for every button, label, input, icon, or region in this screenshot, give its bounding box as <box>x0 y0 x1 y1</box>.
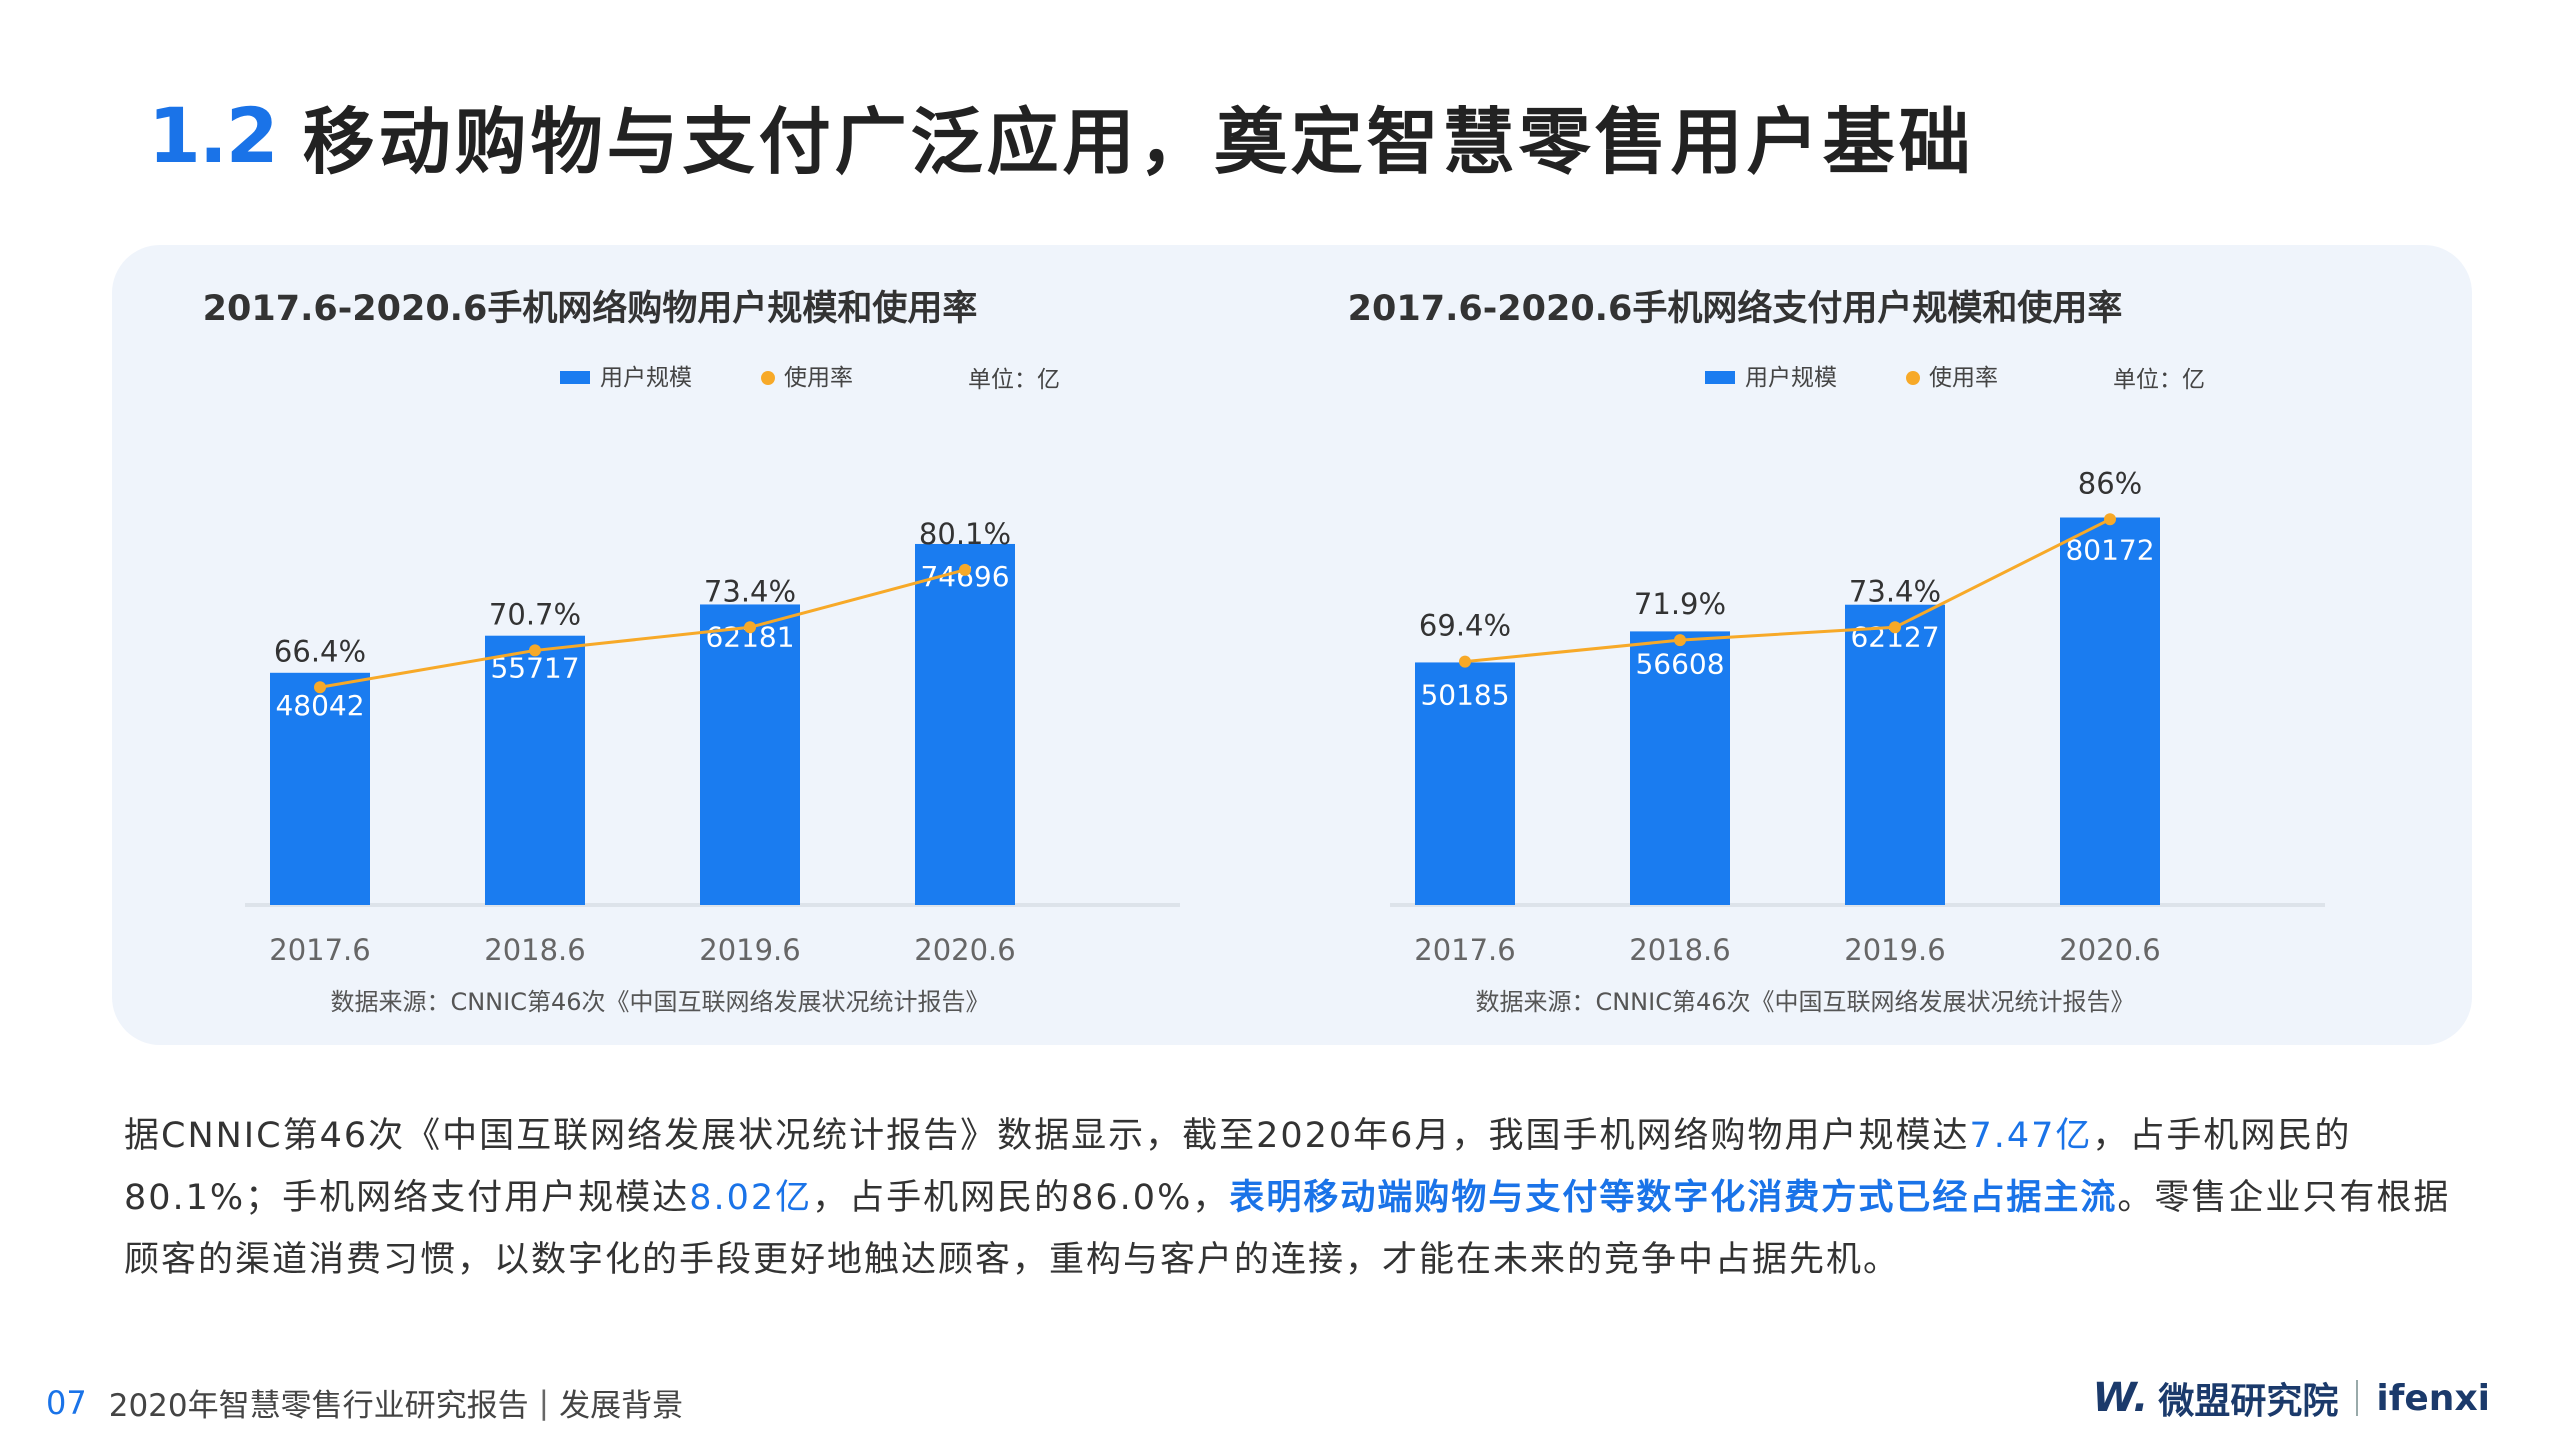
usage-rate-point <box>314 681 326 694</box>
online-payment-chart: 2017.6-2020.6手机网络支付用户规模和使用率用户规模 使用率 单位：亿 50… <box>1335 245 2415 1045</box>
footer: 07 2020年智慧零售行业研究报告 | 发展背景 <box>46 1380 683 1425</box>
data-source: 数据来源：CNNIC第46次《中国互联网络发展状况统计报告》 <box>1475 988 2134 1016</box>
bar-value-label: 56608 <box>1635 647 1724 680</box>
usage-rate-label: 86% <box>2078 466 2142 500</box>
bar-value-label: 80172 <box>2065 534 2154 567</box>
chart-title: 2017.6-2020.6手机网络支付用户规模和使用率 <box>1348 288 2123 329</box>
usage-rate-point <box>744 621 756 634</box>
legend-bar-swatch <box>1705 371 1735 384</box>
summary-text-4: 。零售企业只有根据顾客的渠道消费习惯，以数字化的手段更好地触达顾客，重构与客户的… <box>124 1178 2451 1280</box>
summary-text-3: ，占手机网民的86.0%， <box>812 1178 1230 1218</box>
bar-2017.6 <box>270 672 370 905</box>
bar-2020.6 <box>2060 517 2160 905</box>
x-tick-label: 2017.6 <box>1414 933 1515 967</box>
footer-separator: | <box>538 1384 550 1421</box>
usage-rate-line <box>1464 517 2111 664</box>
bar-2019.6 <box>1845 604 1945 905</box>
legend-line-label: 使用率 <box>1929 365 1998 391</box>
usage-rate-label: 71.9% <box>1634 587 1726 621</box>
bar-2020.6 <box>915 543 1015 905</box>
summary-text-1: 据CNNIC第46次《中国互联网络发展状况统计报告》数据显示，截至2020年6月… <box>124 1116 1970 1156</box>
x-tick-label: 2019.6 <box>1844 933 1945 967</box>
page-title: 1.2 移动购物与支付广泛应用，奠定智慧零售用户基础 <box>148 80 1975 190</box>
section-title: 移动购物与支付广泛应用，奠定智慧零售用户基础 <box>302 99 1975 184</box>
usage-rate-label: 66.4% <box>274 634 366 668</box>
unit-label: 单位：亿 <box>968 367 1060 393</box>
summary-paragraph: 据CNNIC第46次《中国互联网络发展状况统计报告》数据显示，截至2020年6月… <box>124 1105 2484 1291</box>
usage-rate-line <box>319 568 966 689</box>
conclusion-highlight: 表明移动端购物与支付等数字化消费方式已经占据主流 <box>1229 1178 2118 1218</box>
section-number: 1.2 <box>148 90 279 180</box>
bar-2017.6 <box>1415 662 1515 905</box>
payment-users-highlight: 8.02亿 <box>689 1178 813 1218</box>
page-number: 07 <box>46 1383 87 1422</box>
bar-2018.6 <box>485 635 585 905</box>
online-shopping-chart: 2017.6-2020.6手机网络购物用户规模和使用率用户规模 使用率 单位：亿 48… <box>190 245 1270 1045</box>
bar-value-label: 48042 <box>275 689 364 722</box>
data-source: 数据来源：CNNIC第46次《中国互联网络发展状况统计报告》 <box>330 988 989 1016</box>
bar-2018.6 <box>1630 631 1730 905</box>
usage-rate-label: 73.4% <box>1849 574 1941 608</box>
x-tick-label: 2019.6 <box>699 933 800 967</box>
usage-rate-point <box>959 563 971 576</box>
x-tick-label: 2017.6 <box>269 933 370 967</box>
x-tick-label: 2020.6 <box>914 933 1015 967</box>
usage-rate-label: 69.4% <box>1419 609 1511 643</box>
brand-logo: W. 微盟研究院 ifenxi <box>2093 1372 2490 1424</box>
usage-rate-point <box>1459 655 1471 668</box>
legend-bar-label: 用户规模 <box>1745 365 1837 391</box>
shopping-users-highlight: 7.47亿 <box>1969 1116 2093 1156</box>
legend-line-swatch <box>1906 371 1920 385</box>
usage-rate-point <box>1889 621 1901 634</box>
x-tick-label: 2018.6 <box>484 933 585 967</box>
legend-line-label: 使用率 <box>784 365 853 391</box>
brand-name: 微盟研究院 <box>2158 1381 2339 1422</box>
brand-english: ifenxi <box>2376 1377 2490 1419</box>
legend-bar-swatch <box>560 371 590 384</box>
usage-rate-point <box>1674 634 1686 647</box>
legend-line-swatch <box>761 371 775 385</box>
weimob-logo-icon: W. <box>2092 1375 2149 1421</box>
bar-value-label: 50185 <box>1420 678 1509 711</box>
section-name: 发展背景 <box>559 1388 684 1424</box>
logo-divider <box>2356 1380 2359 1416</box>
summary-text-2: ，占手机网民的80.1%；手机网络支付用户规模达 <box>124 1116 2352 1218</box>
x-tick-label: 2018.6 <box>1629 933 1730 967</box>
chart-title: 2017.6-2020.6手机网络购物用户规模和使用率 <box>203 288 978 329</box>
bar-value-label: 55717 <box>490 652 579 685</box>
usage-rate-label: 70.7% <box>489 597 581 631</box>
legend-bar-label: 用户规模 <box>600 365 692 391</box>
usage-rate-point <box>529 644 541 657</box>
unit-label: 单位：亿 <box>2113 367 2205 393</box>
report-name: 2020年智慧零售行业研究报告 <box>108 1388 529 1424</box>
usage-rate-point <box>2104 513 2116 526</box>
bar-2019.6 <box>700 604 800 905</box>
usage-rate-label: 73.4% <box>704 574 796 608</box>
usage-rate-label: 80.1% <box>919 517 1011 551</box>
x-tick-label: 2020.6 <box>2059 933 2160 967</box>
